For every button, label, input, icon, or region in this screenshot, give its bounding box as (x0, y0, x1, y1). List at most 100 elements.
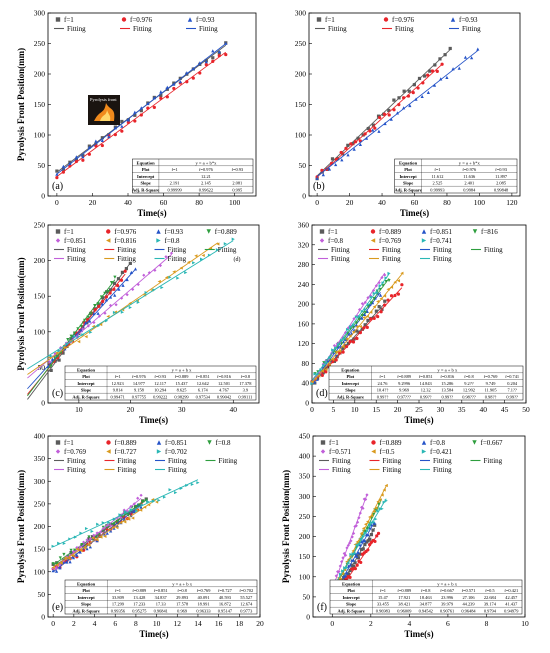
table-cell: 0.99622 (199, 187, 213, 192)
data-point (172, 86, 176, 91)
data-point (420, 94, 424, 99)
legend-marker (106, 229, 111, 234)
y-tick-label: 250 (34, 499, 46, 508)
data-point (69, 548, 73, 552)
data-point (448, 46, 452, 51)
legend-item: f=1 (320, 439, 339, 447)
data-point (95, 538, 99, 542)
legend-item: f=0.571 (320, 448, 352, 456)
x-tick-label: 60 (411, 198, 419, 207)
legend-label: f=0.8 (328, 237, 344, 245)
data-point (91, 536, 95, 540)
legend-label: f=0.8 (165, 237, 181, 245)
table-cell: 22.684 (484, 595, 497, 600)
legend-fit-label: Fitting (199, 25, 218, 33)
data-point (74, 155, 78, 159)
table-cell: 0.96333 (196, 608, 211, 613)
regression-table: Equation y = a + b*x Plot f=1 f=0.976 f=0.93 I… (132, 158, 254, 194)
y-tick-label: 100 (34, 567, 46, 576)
legend-marker (319, 238, 325, 243)
legend-fit-label: Fitting (218, 246, 237, 254)
x-axis-title: Time(s) (404, 629, 433, 639)
legend-fit-label: Fitting (462, 25, 481, 33)
x-tick-label: 15 (372, 405, 380, 414)
legend-fit-item: Fitting (104, 246, 136, 254)
data-point (59, 561, 63, 565)
table-cell: Plot (347, 374, 355, 379)
data-point (54, 566, 59, 571)
table-cell: f=1 (115, 588, 121, 593)
data-point (87, 535, 91, 539)
legend-marker (320, 440, 326, 445)
table-cell: 12.674 (240, 602, 253, 607)
table-equation: y = a + b x (172, 581, 193, 586)
table-cell: f=0.976 (462, 167, 477, 172)
table-cell: f=1 (115, 374, 121, 379)
data-point (351, 564, 356, 569)
table-cell: 27.106 (462, 595, 475, 600)
table-cell: 9.158 (134, 388, 145, 393)
table-cell: 11.897 (495, 174, 508, 179)
y-tick-label: 250 (34, 221, 46, 230)
legend-marker (55, 17, 61, 22)
panel-c: 10 20 30 40 0 50 100 150 200 250 Time(s) Pyrolysis … (16, 221, 260, 425)
y-tick-label: 0 (41, 613, 45, 622)
y-tick-label: 150 (295, 100, 307, 109)
data-point (136, 282, 140, 287)
legend-item: f=0.889 (371, 439, 402, 447)
data-point (73, 535, 78, 539)
legend-marker (319, 229, 325, 234)
data-point (109, 529, 113, 533)
data-point (360, 316, 364, 320)
legend-item: f=1 (55, 16, 74, 24)
data-point (160, 285, 164, 290)
legend-item: f=0.769 (370, 237, 402, 245)
table-cell: Adj. R-Square (337, 608, 364, 613)
y-tick-label: 50 (38, 363, 46, 372)
data-point (463, 55, 468, 59)
data-point (100, 143, 104, 148)
y-axis-title: Pyrolysis Front Position(mm) (281, 470, 291, 583)
legend-fit-label: Fitting (328, 25, 347, 33)
legend-marker (316, 17, 322, 22)
data-point (373, 523, 377, 527)
table-cell: 0.99356 (111, 608, 126, 613)
y-tick-label: 0 (302, 192, 306, 201)
table-cell: f=0.851 (196, 374, 210, 379)
data-point (120, 310, 125, 314)
table-cell: 0.98?? (485, 394, 497, 399)
table-cell: 9.969 (399, 388, 410, 393)
legend-fit-label: Fitting (67, 466, 86, 474)
data-point (120, 270, 125, 274)
table-cell: 34.877 (420, 602, 433, 607)
table-cell: f=1 (434, 167, 440, 172)
legend-fit-label: Fitting (117, 255, 136, 263)
data-point (107, 528, 111, 532)
legend-fit-item: Fitting (318, 255, 350, 263)
y-tick-label: 150 (34, 100, 46, 109)
y-tick-label: 200 (34, 522, 46, 531)
data-point (126, 513, 130, 517)
data-point (345, 566, 349, 570)
regression-table: Equation y = a + b x Plot f=1 f=0.889 f=0.851… (64, 579, 258, 615)
data-point (120, 119, 124, 124)
data-point (168, 488, 172, 492)
table-title: Equation (77, 581, 96, 586)
data-point (123, 520, 127, 524)
legend-item: f=1 (55, 439, 74, 447)
data-point (58, 563, 62, 567)
table-cell: 0.96841 (154, 608, 168, 613)
data-point (377, 129, 381, 133)
data-point (341, 345, 345, 349)
table-equation: y = a + b*x (459, 160, 481, 165)
data-point (169, 251, 174, 255)
legend-item: f=0.851 (156, 439, 188, 447)
data-point (106, 290, 110, 294)
data-point (365, 325, 369, 329)
data-point (369, 533, 374, 537)
data-point (57, 358, 61, 362)
data-point (365, 309, 369, 313)
legend-fit-label: Fitting (395, 25, 414, 33)
table-cell: 0.99111 (238, 394, 252, 399)
